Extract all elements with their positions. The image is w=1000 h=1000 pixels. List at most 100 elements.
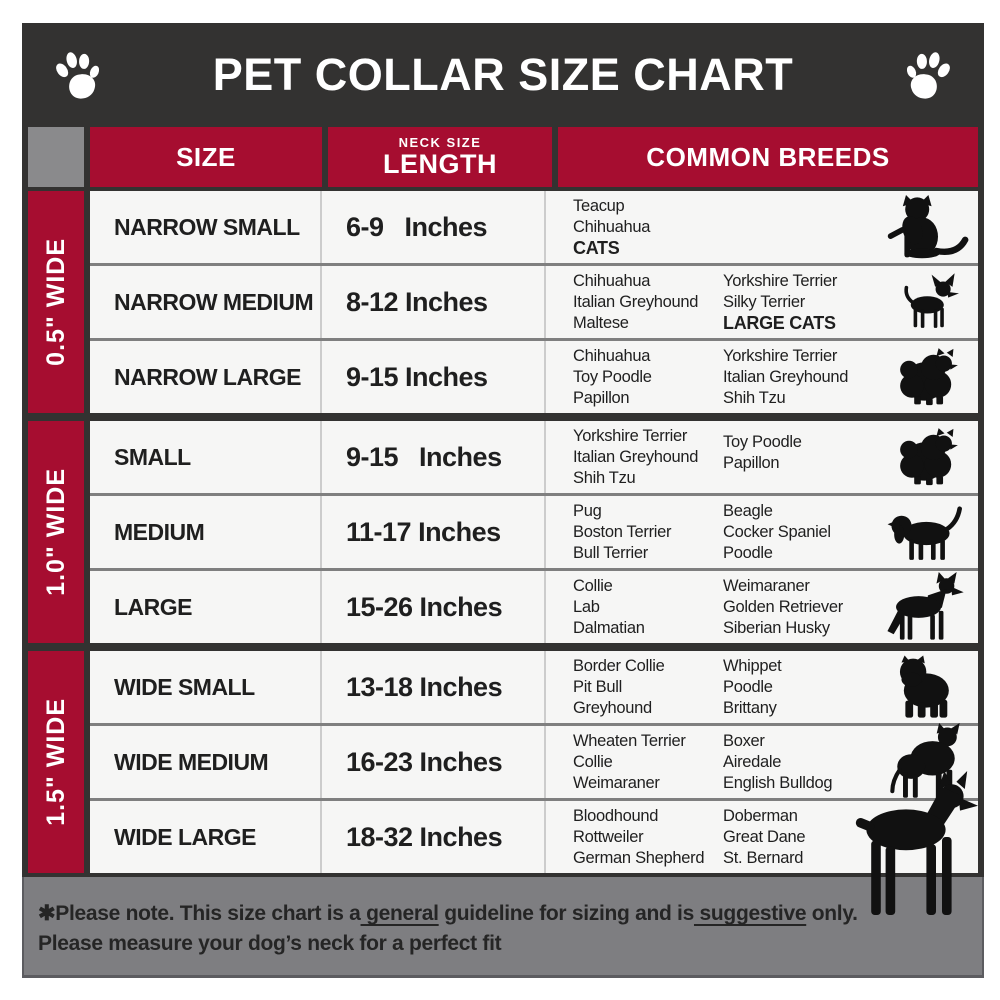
length-value: 13-18 Inches (346, 671, 503, 702)
page-title: PET COLLAR SIZE CHART (212, 49, 794, 100)
corner-block (28, 127, 84, 187)
breeds-cell: Chihuahua Toy Poodle Papillon Yorkshire … (546, 341, 978, 413)
breed-item: Bloodhound (573, 806, 659, 825)
size-cell: WIDE LARGE (90, 801, 322, 873)
size-cell: MEDIUM (90, 496, 322, 568)
breed-item: St. Bernard (723, 848, 804, 867)
breed-item: Border Collie (573, 656, 665, 675)
chihuahua-icon (892, 272, 964, 332)
breed-item: Chihuahua (573, 271, 651, 290)
group-one-inch: 1.0" WIDE SMALL 9-15 Inches Yorkshire Te… (28, 421, 978, 643)
group-width-label: 1.5" WIDE (41, 698, 70, 826)
column-header-size-label: SIZE (176, 141, 236, 172)
length-cell: 16-23 Inches (322, 726, 546, 798)
breed-item: Lab (573, 597, 600, 616)
breed-item: Doberman (723, 806, 798, 825)
paw-icon (896, 43, 959, 106)
length-cell: 9-15 Inches (322, 341, 546, 413)
breed-item: Shih Tzu (723, 388, 786, 407)
length-value: 11-17 Inches (346, 516, 501, 547)
length-value: 8-12 Inches (346, 286, 488, 317)
table-row: NARROW MEDIUM 8-12 Inches Chihuahua Ital… (90, 266, 978, 338)
length-value: 9-15 Inches (346, 361, 488, 392)
column-header-length-label: LENGTH (383, 149, 497, 179)
breed-item: Golden Retriever (723, 597, 843, 616)
column-header-necksize-label: NECK SIZE (398, 135, 482, 150)
column-header-length: NECK SIZE LENGTH (328, 127, 552, 187)
note-underlined-word: suggestive (693, 902, 807, 925)
table-row: WIDE LARGE 18-32 Inches Bloodhound Rottw… (90, 801, 978, 873)
breed-item: Yorkshire Terrier (723, 271, 838, 290)
breed-item: Chihuahua (573, 346, 651, 365)
breed-item: Great Dane (723, 827, 806, 846)
breed-item: Beagle (723, 501, 773, 520)
breed-item: Wheaten Terrier (573, 731, 686, 750)
breed-item: Pug (573, 501, 602, 520)
pomeranian-icon (892, 427, 966, 487)
breed-item: CATS (573, 237, 620, 258)
note-text: ✱Please note. This size chart is a (38, 902, 361, 925)
note-line-1: ✱Please note. This size chart is a gener… (38, 899, 968, 929)
length-cell: 13-18 Inches (322, 651, 546, 723)
note-underlined-word: general (360, 902, 439, 925)
breed-item: German Shepherd (573, 848, 705, 867)
size-cell: NARROW SMALL (90, 191, 322, 263)
breed-item: LARGE CATS (723, 312, 836, 333)
pomeranian-icon (892, 347, 966, 407)
breed-item: Weimaraner (573, 773, 660, 792)
breed-item: Teacup (573, 196, 625, 215)
breed-item: Pit Bull (573, 677, 622, 696)
breed-item: Collie (573, 752, 613, 771)
breeds-cell: Bloodhound Rottweiler German Shepherd Do… (546, 801, 978, 873)
group-width-band: 1.5" WIDE (28, 651, 84, 873)
breeds-cell: Collie Lab Dalmatian Weimaraner Golden R… (546, 571, 978, 643)
breed-item: Cocker Spaniel (723, 522, 831, 541)
breed-item: Italian Greyhound (723, 367, 849, 386)
column-header-breeds: COMMON BREEDS (558, 127, 978, 187)
size-cell: WIDE SMALL (90, 651, 322, 723)
shepherd-dog-icon (878, 572, 970, 642)
size-cell: LARGE (90, 571, 322, 643)
table-row: WIDE MEDIUM 16-23 Inches Wheaten Terrier… (90, 726, 978, 798)
breed-item: Dalmatian (573, 618, 645, 637)
table-row: NARROW SMALL 6-9 Inches Teacup Chihuahua… (90, 191, 978, 263)
size-cell: WIDE MEDIUM (90, 726, 322, 798)
column-header-size: SIZE (90, 127, 322, 187)
title-bar: PET COLLAR SIZE CHART (22, 23, 984, 127)
group-half-inch: 0.5" WIDE NARROW SMALL 6-9 Inches Teacup… (28, 191, 978, 413)
breed-item: Papillon (723, 454, 780, 472)
breeds-cell: Chihuahua Italian Greyhound Maltese York… (546, 266, 978, 338)
breed-item: Yorkshire Terrier (723, 346, 838, 365)
length-cell: 6-9 Inches (322, 191, 546, 263)
note-text: guideline for sizing and is (438, 902, 694, 925)
table-row: WIDE SMALL 13-18 Inches Border Collie Pi… (90, 651, 978, 723)
beagle-icon (878, 501, 970, 563)
table-row: LARGE 15-26 Inches Collie Lab Dalmatian … (90, 571, 978, 643)
breeds-cell: Border Collie Pit Bull Greyhound Whippet… (546, 651, 978, 723)
length-cell: 15-26 Inches (322, 571, 546, 643)
breed-item: Greyhound (573, 698, 652, 717)
doberman-icon (846, 755, 978, 943)
breeds-cell: Teacup Chihuahua CATS (546, 191, 978, 263)
length-cell: 18-32 Inches (322, 801, 546, 873)
breed-item: Collie (573, 576, 613, 595)
length-cell: 11-17 Inches (322, 496, 546, 568)
note-line-2: Please measure your dog’s neck for a per… (38, 932, 502, 955)
size-cell: NARROW LARGE (90, 341, 322, 413)
table-body: 0.5" WIDE NARROW SMALL 6-9 Inches Teacup… (22, 191, 984, 873)
breed-item: Bull Terrier (573, 543, 648, 562)
breed-item: Boxer (723, 731, 765, 750)
length-cell: 8-12 Inches (322, 266, 546, 338)
size-cell: NARROW MEDIUM (90, 266, 322, 338)
breed-item: Siberian Husky (723, 618, 830, 637)
breed-item: Boston Terrier (573, 522, 672, 541)
group-width-label: 1.0" WIDE (41, 468, 70, 596)
length-value: 6-9 Inches (346, 211, 488, 242)
size-chart: PET COLLAR SIZE CHART SIZE NECK SIZE LEN… (22, 23, 984, 978)
group-width-band: 1.0" WIDE (28, 421, 84, 643)
length-cell: 9-15 Inches (322, 421, 546, 493)
breeds-cell: Wheaten Terrier Collie Weimaraner Boxer … (546, 726, 978, 798)
table-row: NARROW LARGE 9-15 Inches Chihuahua Toy P… (90, 341, 978, 413)
breed-item: Maltese (573, 313, 629, 332)
table-row: SMALL 9-15 Inches Yorkshire Terrier Ital… (90, 421, 978, 493)
